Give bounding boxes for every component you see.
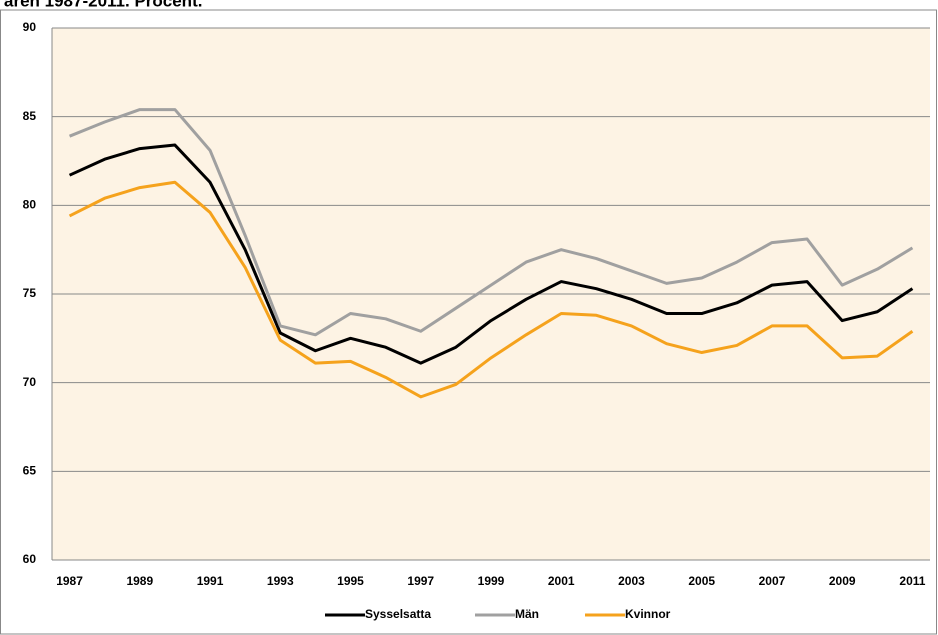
chart-title: åren 1987-2011. Procent. xyxy=(4,0,202,10)
x-tick-label: 2011 xyxy=(899,574,925,588)
y-tick-label: 70 xyxy=(23,375,37,389)
legend-label: Män xyxy=(515,607,539,621)
legend-label: Sysselsatta xyxy=(365,607,431,621)
y-tick-label: 65 xyxy=(23,464,37,478)
x-tick-label: 2007 xyxy=(759,574,786,588)
series-line xyxy=(68,180,914,399)
x-tick-label: 1987 xyxy=(56,574,83,588)
x-tick-label: 1999 xyxy=(478,574,505,588)
x-tick-label: 1997 xyxy=(407,574,434,588)
x-tick-label: 1995 xyxy=(337,574,364,588)
legend-label: Kvinnor xyxy=(625,607,671,621)
x-tick-label: 2003 xyxy=(618,574,645,588)
x-tick-label: 2001 xyxy=(548,574,575,588)
x-tick-label: 1989 xyxy=(126,574,153,588)
y-tick-label: 80 xyxy=(23,198,37,212)
series-line xyxy=(68,108,914,337)
x-tick-label: 2005 xyxy=(688,574,715,588)
x-tick-label: 1991 xyxy=(197,574,224,588)
x-tick-label: 1993 xyxy=(267,574,294,588)
y-tick-label: 60 xyxy=(23,552,37,566)
y-tick-label: 85 xyxy=(23,109,37,123)
y-tick-label: 90 xyxy=(23,20,37,34)
series-line xyxy=(68,143,914,365)
y-tick-label: 75 xyxy=(23,286,37,300)
x-tick-label: 2009 xyxy=(829,574,856,588)
